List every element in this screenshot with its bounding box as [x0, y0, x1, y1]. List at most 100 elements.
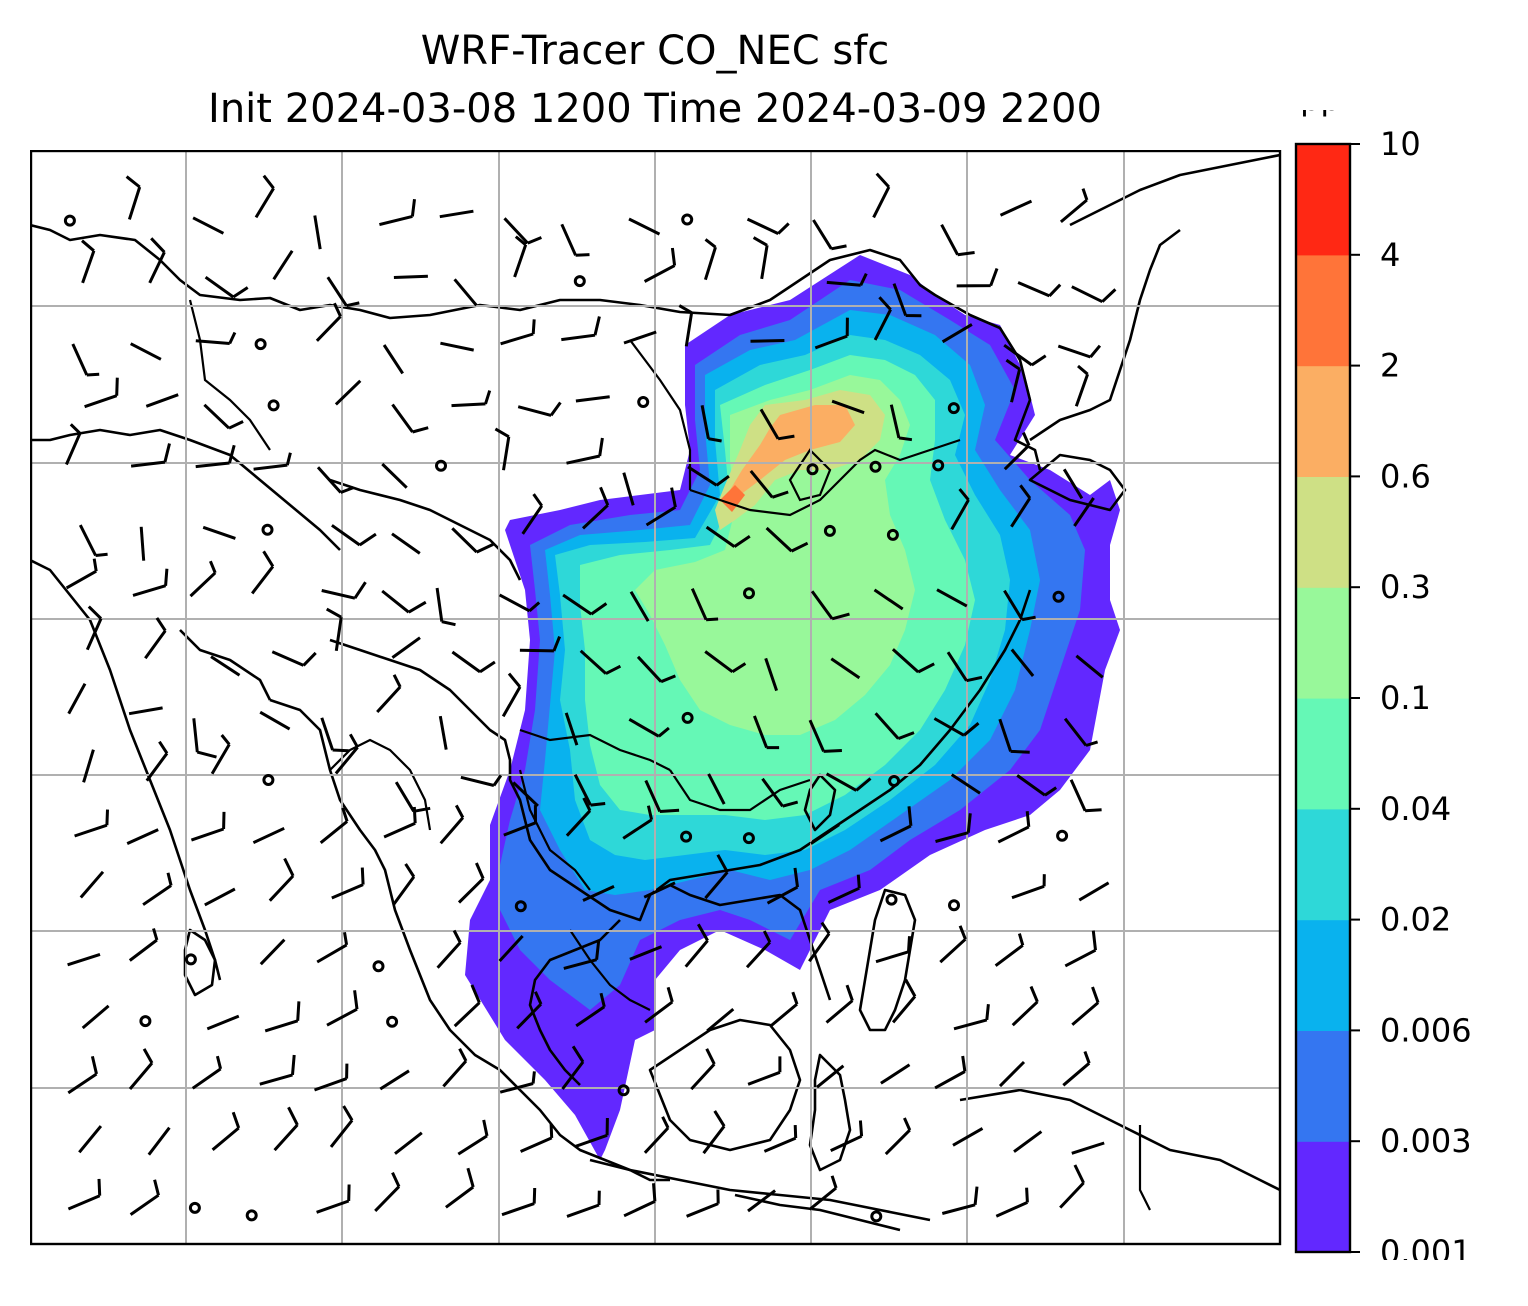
- wind-barb: [873, 588, 904, 611]
- wind-barb: [563, 940, 601, 970]
- map-panel: [30, 150, 1282, 1246]
- wind-barb: [139, 526, 146, 561]
- wind-barb: [690, 1048, 716, 1091]
- colorbar-swatch: [1296, 254, 1350, 367]
- colorbar-tick-label: 10: [1380, 125, 1421, 163]
- wind-barb: [334, 379, 362, 406]
- wind-barb: [382, 344, 404, 375]
- wind-barb: [622, 472, 635, 506]
- wind-barb: [393, 274, 428, 279]
- wind-barb: [130, 342, 162, 361]
- wind-barb: [946, 651, 983, 683]
- wind-barb: [752, 236, 769, 280]
- wind-barb: [1071, 1141, 1105, 1155]
- wind-barb: [204, 887, 236, 907]
- wind-barb: [442, 1048, 468, 1088]
- wind-barb: [268, 857, 295, 902]
- wind-calm-marker: [806, 463, 819, 476]
- wind-barb: [644, 779, 680, 813]
- wind-calm-marker: [681, 213, 694, 226]
- wind-barb: [704, 650, 747, 674]
- wind-calm-marker: [743, 587, 755, 600]
- wind-calm-marker: [948, 899, 960, 912]
- wind-barb: [747, 1189, 777, 1213]
- wind-barb: [374, 1171, 401, 1212]
- wind-barb: [750, 339, 785, 343]
- concentration-field: [465, 255, 1120, 1160]
- wind-calm-marker: [870, 1210, 883, 1223]
- wind-calm-marker: [869, 460, 882, 473]
- wind-barb: [1075, 654, 1104, 679]
- wind-barb: [325, 607, 343, 652]
- wind-barb: [1010, 648, 1035, 677]
- wind-barb: [629, 945, 663, 961]
- wind-barb: [561, 316, 601, 342]
- wind-calm-marker: [188, 1201, 201, 1214]
- wind-barb: [1005, 358, 1022, 403]
- wind-barb: [195, 444, 236, 469]
- wind-barb: [316, 1184, 351, 1214]
- colorbar-tick-label: 0.02: [1380, 901, 1451, 939]
- wind-calm-marker: [823, 524, 836, 537]
- wind-barb: [316, 466, 354, 494]
- wind-calm-marker: [886, 528, 899, 541]
- wind-barb: [934, 1055, 967, 1090]
- wind-barb: [320, 717, 349, 753]
- wind-barb: [645, 487, 677, 527]
- wind-barb: [451, 650, 496, 674]
- wind-barb: [392, 863, 416, 906]
- wind-barb: [439, 804, 465, 845]
- wind-barb: [499, 1071, 536, 1094]
- wind-barb: [643, 881, 676, 899]
- wind-barb: [379, 199, 416, 227]
- wind-barb: [67, 1178, 102, 1211]
- wind-barb: [445, 1167, 475, 1209]
- wind-barb: [628, 217, 661, 236]
- wind-barb: [703, 238, 717, 281]
- wind-calm-marker: [63, 214, 76, 227]
- map-frame: [30, 150, 1282, 1246]
- wind-barb: [259, 938, 286, 966]
- wind-barb: [129, 1179, 160, 1216]
- wind-barb: [128, 1048, 154, 1090]
- wind-barb: [629, 590, 650, 622]
- wind-barb: [394, 1131, 423, 1155]
- wind-barb: [438, 715, 448, 750]
- wind-barb: [997, 811, 1031, 844]
- wind-barb: [765, 526, 809, 553]
- wind-barb: [764, 657, 779, 692]
- wind-barb: [210, 734, 231, 775]
- map-gridlines: [30, 150, 1280, 1244]
- wind-barb: [814, 317, 849, 350]
- wind-barb: [1003, 589, 1036, 622]
- wind-barb: [941, 1186, 979, 1215]
- wind-barb: [891, 978, 917, 1024]
- wind-calm-marker: [184, 953, 197, 966]
- wind-barb: [1063, 717, 1099, 747]
- wind-barb: [78, 524, 108, 557]
- wind-barb: [950, 488, 970, 531]
- wind-barb: [128, 706, 163, 716]
- wind-barb: [315, 302, 342, 342]
- wind-barb: [560, 223, 590, 257]
- wind-barb: [684, 923, 709, 968]
- wind-barb: [206, 1014, 240, 1031]
- wind-barb: [827, 874, 861, 904]
- wind-calm-marker: [932, 459, 945, 472]
- wind-barb: [950, 773, 981, 795]
- colorbar-swatch: [1296, 1141, 1350, 1253]
- wind-calm-marker: [637, 396, 650, 408]
- wind-barb: [940, 223, 975, 257]
- wind-barb: [702, 1110, 726, 1155]
- wind-barb: [313, 1063, 349, 1092]
- wind-barb: [933, 717, 980, 737]
- wind-barb: [952, 1127, 984, 1147]
- colorbar-tick-label: 2: [1380, 347, 1400, 385]
- wind-barb: [126, 828, 159, 845]
- wind-barb: [512, 781, 539, 807]
- wind-barb: [761, 777, 799, 808]
- wind-barb: [457, 862, 485, 904]
- wind-barb: [498, 593, 541, 613]
- wind-barb: [451, 390, 492, 408]
- wind-barb: [873, 296, 892, 341]
